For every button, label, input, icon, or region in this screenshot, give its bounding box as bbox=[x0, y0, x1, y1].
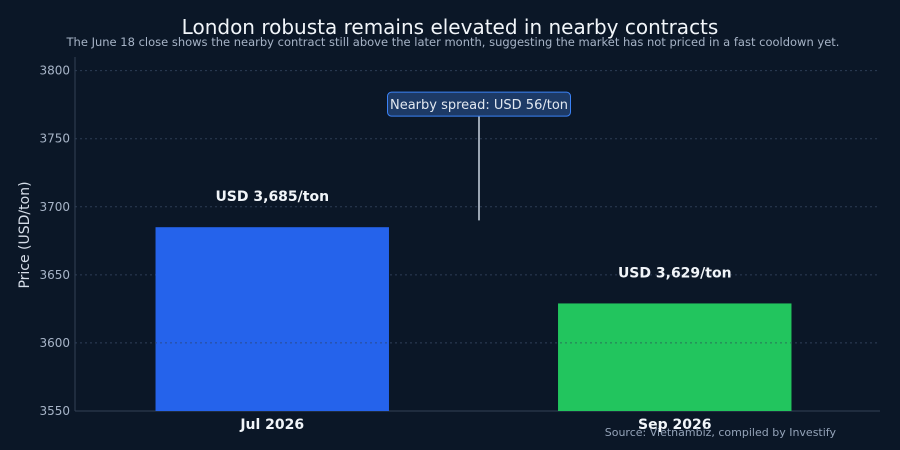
bar-2 bbox=[558, 303, 792, 411]
y-tick-label-3650: 3650 bbox=[39, 268, 70, 282]
data-labels: USD 3,685/ton USD 3,629/ton bbox=[215, 189, 731, 281]
chart-subtitle: The June 18 close shows the nearby contr… bbox=[66, 35, 840, 49]
y-tick-label-3750: 3750 bbox=[39, 132, 70, 146]
category-label-1: Jul 2026 bbox=[239, 417, 304, 433]
y-tick-label-3550: 3550 bbox=[39, 404, 70, 418]
y-tick-label-3600: 3600 bbox=[39, 336, 70, 350]
chart-title: London robusta remains elevated in nearb… bbox=[182, 15, 719, 39]
y-axis-label: Price (USD/ton) bbox=[17, 181, 33, 288]
source-note: Source: Vietnambiz, compiled by Investif… bbox=[605, 426, 837, 439]
bars bbox=[75, 227, 880, 411]
y-tick-label-3700: 3700 bbox=[39, 200, 70, 214]
bar-1 bbox=[155, 227, 389, 411]
annotation-text: Nearby spread: USD 56/ton bbox=[390, 98, 568, 113]
annotation: Nearby spread: USD 56/ton bbox=[387, 91, 571, 221]
x-categories: Jul 2026 Sep 2026 bbox=[239, 417, 711, 433]
value-label-1: USD 3,685/ton bbox=[215, 189, 329, 205]
y-ticks: 3550 3600 3650 3700 3750 3800 bbox=[39, 64, 70, 418]
category-label-2: Sep 2026 bbox=[638, 417, 711, 433]
annotation-box bbox=[387, 91, 571, 117]
y-tick-label-3800: 3800 bbox=[39, 64, 70, 78]
value-label-2: USD 3,629/ton bbox=[618, 265, 732, 281]
